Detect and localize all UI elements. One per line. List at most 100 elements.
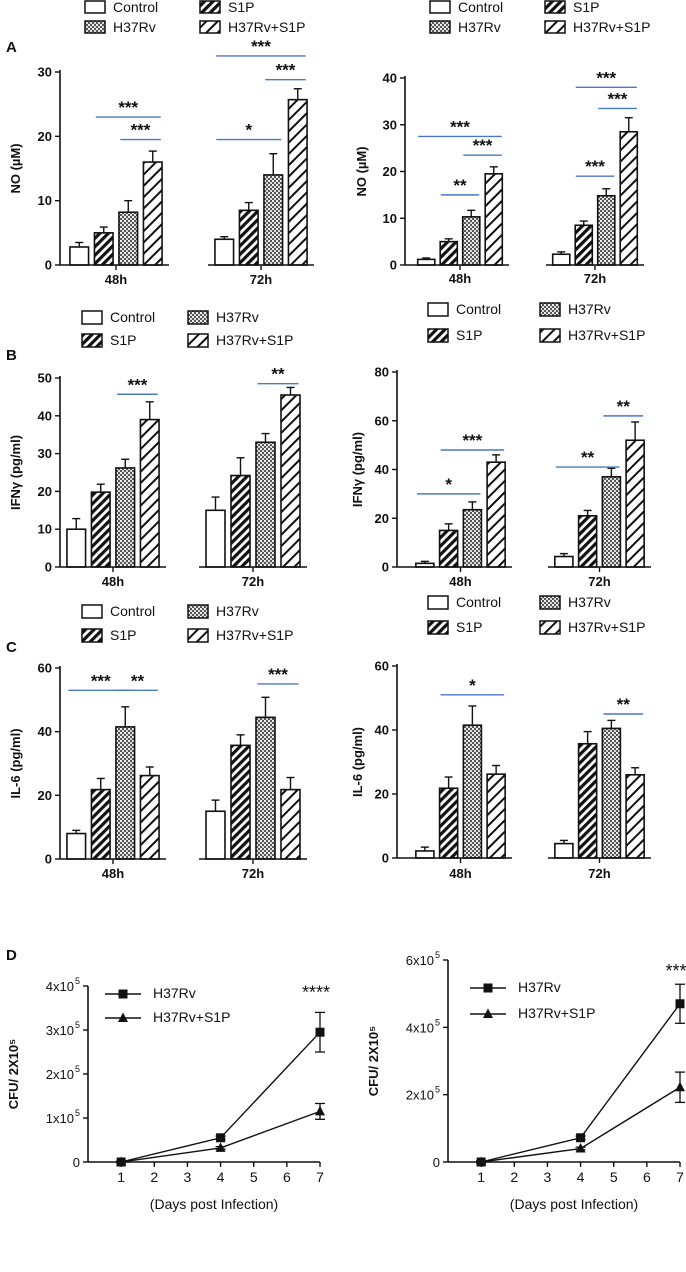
legend-swatch-control	[427, 302, 449, 317]
significance-label: ***	[596, 68, 616, 87]
legend-swatch-h37rv-s1p	[199, 20, 221, 34]
y-tick-label: 60	[38, 661, 52, 676]
x-category-label: 48h	[449, 271, 471, 286]
y-tick-label: 0	[45, 258, 52, 273]
y-tick-label: 0	[45, 560, 52, 575]
chart-b-right: Control H37Rv S1P H37Rv+S1P 0 20 40 60 80 IFNγ (p…	[350, 301, 651, 589]
legend-label-h37rv-s1p: H37Rv+S1P	[216, 332, 293, 348]
significance-label: **	[131, 671, 145, 690]
x-tick-label: 6	[283, 1169, 291, 1185]
y-tick-label: 0	[390, 258, 397, 273]
legend-label-s1p: S1P	[110, 332, 136, 348]
y-tick-label: 0	[382, 851, 389, 866]
legend-label-h37rv: H37Rv	[518, 979, 561, 995]
chart-c-right: Control H37Rv S1P H37Rv+S1P 0 20 40 60 IL-6 (pg/…	[350, 594, 651, 881]
y-tick-label: 1x10	[46, 1111, 74, 1126]
bar-h37rv-s1p-72h	[280, 394, 301, 568]
bar-h37rv-48h	[462, 508, 483, 568]
significance-label: **	[453, 176, 467, 195]
significance-label: ***	[128, 375, 148, 394]
bar-s1p-72h	[230, 744, 251, 860]
legend-label-h37rv-s1p: H37Rv+S1P	[568, 327, 645, 343]
significance-label: ****	[302, 982, 330, 1002]
y-axis-label: CFU/ 2X10⁵	[6, 1039, 21, 1109]
legend-swatch-h37rv-s1p	[539, 328, 561, 343]
x-tick-label: 1	[477, 1169, 485, 1185]
bar-control-48h	[416, 258, 436, 266]
chart-b-left: Control H37Rv S1P H37Rv+S1P 0 10 20 30 40 50 IFNγ …	[8, 309, 307, 589]
y-tick-label: 80	[375, 365, 389, 380]
bar-control-72h	[214, 238, 235, 266]
legend-label-control: Control	[110, 603, 155, 619]
significance-label: **	[617, 695, 631, 714]
y-tick-exponent: 5	[435, 950, 440, 960]
significance-label: ***	[462, 431, 482, 450]
y-tick-label: 40	[38, 408, 52, 423]
x-category-label: 72h	[242, 866, 264, 881]
legend-swatch-control	[84, 0, 106, 14]
y-tick-exponent: 5	[75, 1108, 80, 1118]
data-point-h37rv	[315, 1027, 325, 1037]
y-tick-exponent: 5	[435, 1017, 440, 1027]
legend-swatch-h37rv-s1p	[187, 628, 209, 643]
y-tick-label: 30	[38, 65, 52, 80]
legend-label-h37rv-s1p: H37Rv+S1P	[568, 619, 645, 635]
y-tick-label: 2x10	[46, 1067, 74, 1082]
panel-letter-b: B	[6, 347, 17, 364]
data-point-h37rv-s1p	[476, 1156, 487, 1166]
x-category-label: 48h	[102, 574, 124, 589]
legend-swatch-h37rv	[84, 20, 106, 34]
y-tick-label: 40	[38, 724, 52, 739]
legend-label-h37rv: H37Rv	[216, 309, 259, 325]
legend-swatch-s1p	[544, 0, 566, 14]
y-tick-label: 10	[38, 522, 52, 537]
y-tick-label: 30	[383, 117, 397, 132]
y-tick-label: 20	[38, 788, 52, 803]
y-tick-label: 4x10	[406, 1020, 434, 1035]
x-category-label: 72h	[242, 574, 264, 589]
bar-h37rv-s1p-48h	[484, 173, 504, 266]
bar-h37rv-s1p-72h	[287, 98, 308, 266]
legend-swatch-control	[427, 595, 449, 610]
bar-control-48h	[415, 850, 435, 859]
legend-marker-h37rv-s1p	[118, 1012, 128, 1022]
significance-label: ***	[91, 671, 111, 690]
bar-h37rv-48h	[461, 216, 481, 266]
chart-c-left: Control H37Rv S1P H37Rv+S1P 0 20 40 60 IL-6 (pg/…	[8, 603, 307, 881]
y-tick-label: 0	[73, 1155, 80, 1170]
y-axis-label: IL-6 (pg/ml)	[8, 728, 23, 798]
x-tick-label: 2	[150, 1169, 158, 1185]
legend-label-s1p: S1P	[456, 327, 482, 343]
bar-control-72h	[551, 253, 571, 266]
legend-label-s1p: S1P	[456, 619, 482, 635]
y-tick-label: 3x10	[46, 1023, 74, 1038]
legend-swatch-h37rv	[429, 20, 451, 34]
x-category-label: 48h	[449, 866, 471, 881]
y-tick-label: 40	[375, 462, 389, 477]
bar-h37rv-72h	[596, 195, 616, 266]
bar-h37rv-s1p-72h	[625, 439, 645, 568]
x-tick-label: 7	[316, 1169, 324, 1185]
data-point-h37rv-s1p	[315, 1105, 325, 1116]
bar-s1p-72h	[577, 742, 598, 859]
significance-label: ***	[608, 89, 628, 108]
significance-label: **	[617, 397, 631, 416]
bar-h37rv-s1p-48h	[486, 461, 506, 568]
data-point-h37rv	[576, 1133, 586, 1143]
legend-label-h37rv: H37Rv	[113, 19, 156, 35]
data-point-h37rv-s1p	[575, 1143, 586, 1153]
y-axis-label: IL-6 (pg/ml)	[350, 727, 365, 797]
bar-s1p-48h	[90, 788, 111, 860]
bar-s1p-48h	[90, 491, 111, 568]
legend-swatch-s1p	[199, 0, 221, 14]
x-tick-label: 5	[250, 1169, 258, 1185]
y-tick-label: 60	[375, 659, 389, 674]
legend-swatch-h37rv	[539, 302, 561, 317]
legend-label-h37rv: H37Rv	[153, 985, 196, 1001]
bar-control-72h	[205, 509, 226, 568]
significance-label: ***	[118, 98, 138, 117]
y-tick-exponent: 5	[435, 1085, 440, 1095]
bar-h37rv-48h	[462, 724, 483, 859]
bar-h37rv-s1p-48h	[139, 774, 160, 860]
significance-label: ***	[131, 121, 151, 140]
